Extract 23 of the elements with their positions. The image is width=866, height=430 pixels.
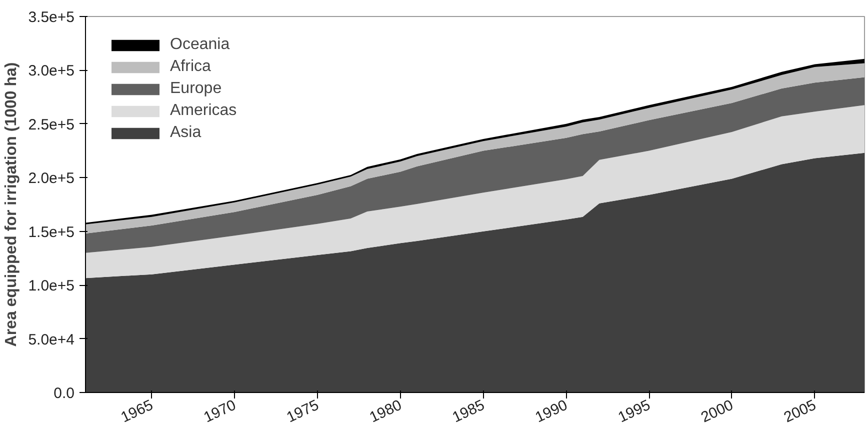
y-tick-label: 0.0 [54,385,75,402]
x-tick-label: 1970 [201,396,239,426]
legend-label: Oceania [170,36,230,54]
y-tick-label: 3.0e+5 [28,62,74,80]
legend-label: Asia [170,124,202,142]
x-tick-label: 1985 [450,396,488,426]
x-tick-label: 1975 [284,396,322,426]
y-axis-title: Area equipped for irrigation (1000 ha) [3,62,20,347]
y-tick-label: 1.5e+5 [28,224,74,241]
legend-label: Europe [170,80,222,98]
x-tick-label: 1980 [367,396,404,426]
y-tick-label: 2.5e+5 [28,116,74,134]
x-tick-label: 1990 [532,396,570,426]
y-tick-label: 3.5e+5 [28,9,74,26]
y-tick-label: 2.0e+5 [28,170,74,188]
legend-label: Americas [170,102,237,120]
legend-label: Africa [170,58,211,76]
x-tick-label: 1965 [118,396,156,426]
y-tick-label: 5.0e+4 [28,331,74,348]
x-tick-label: 2000 [698,396,736,426]
x-tick-label: 2005 [781,396,819,426]
x-tick-label: 1995 [616,396,654,426]
y-tick-label: 1.0e+5 [28,278,74,295]
